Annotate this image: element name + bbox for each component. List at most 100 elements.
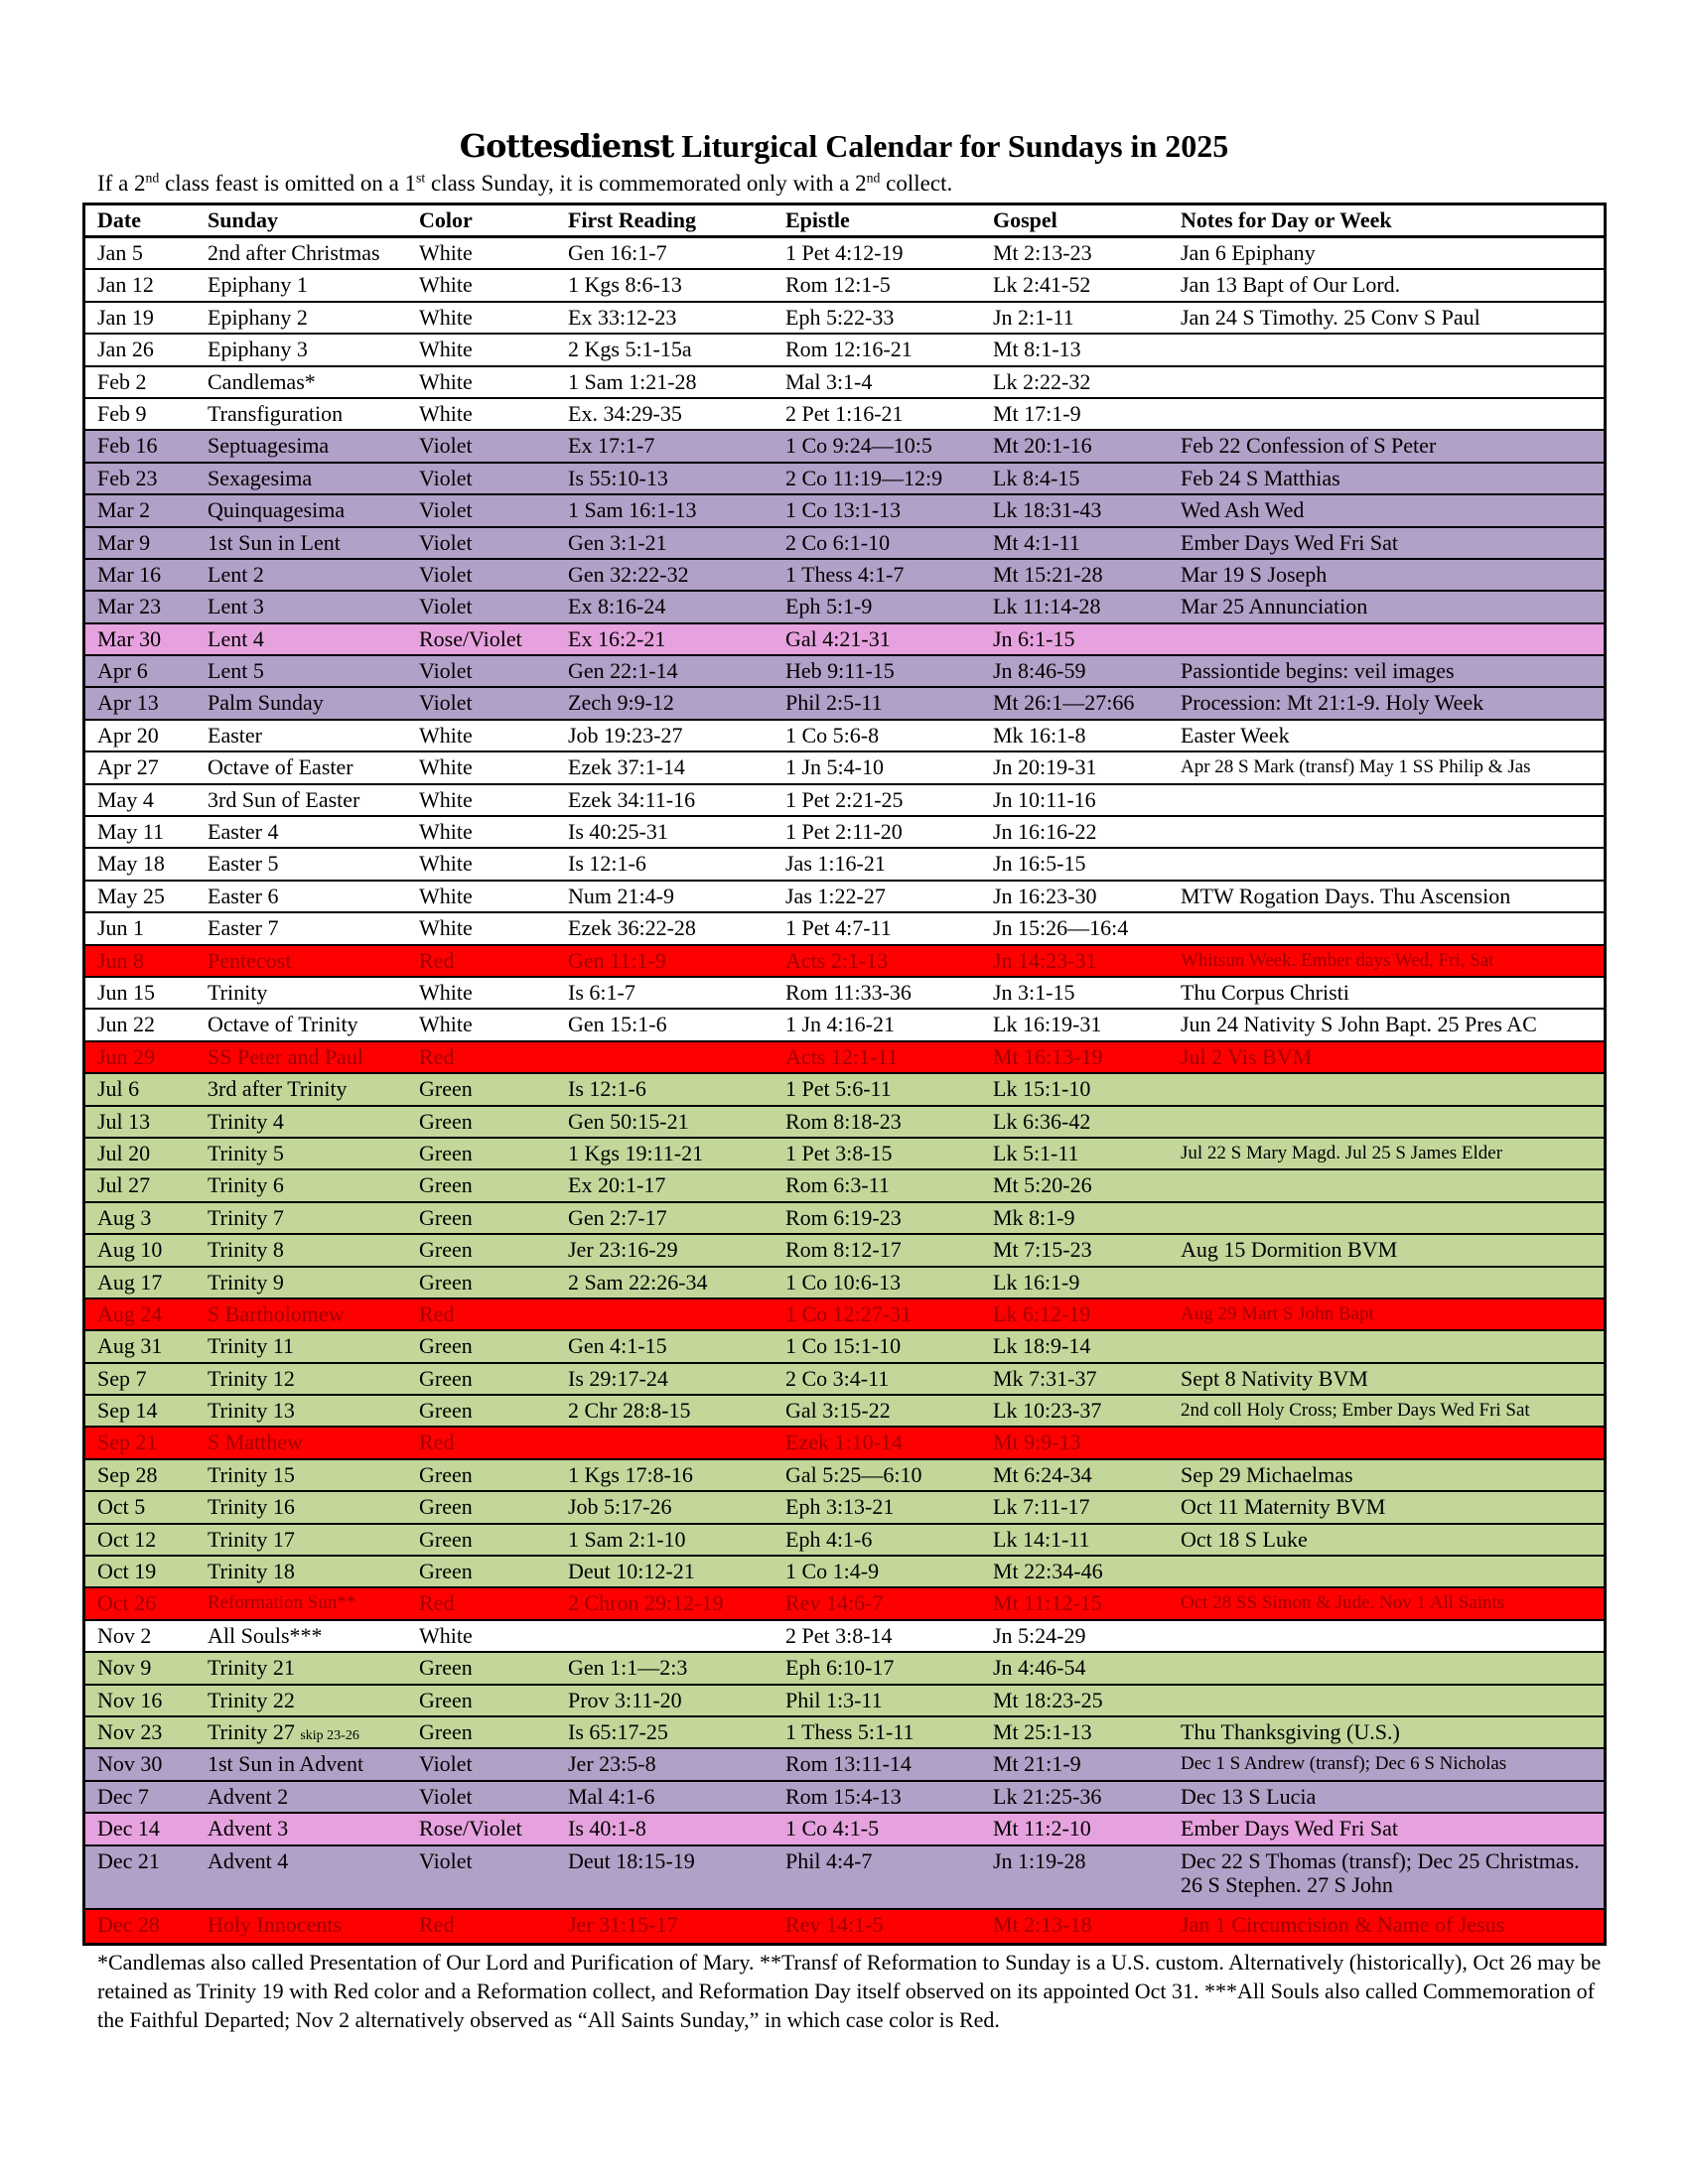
cell-first-reading: Ex 17:1-7 (568, 434, 654, 458)
cell-notes: Sept 8 Nativity BVM (1181, 1366, 1603, 1391)
cell-text: Deut 10:12-21 (568, 1559, 695, 1584)
cell-color: White (419, 723, 473, 748)
cell-text: Trinity 8 (208, 1237, 284, 1263)
cell-epistle: Rom 12:1-5 (785, 273, 891, 297)
cell-first-reading: Gen 2:7-17 (568, 1205, 667, 1230)
cell-text: Lk 6:12-19 (993, 1300, 1091, 1326)
cell-text: Green (419, 1494, 473, 1520)
cell-gospel: Lk 21:25-36 (993, 1784, 1101, 1809)
cell-notes: Jan 13 Bapt of Our Lord. (1181, 273, 1603, 297)
cell-text: Ex 33:12-23 (568, 304, 677, 330)
cell-text: 1 Sam 1:21-28 (568, 368, 697, 394)
cell-color: Violet (419, 434, 473, 458)
table-row: May 11 Easter 4 White Is 40:25-31 1 Pet 2:11… (85, 817, 1604, 850)
cell-text: Green (419, 1559, 473, 1584)
cell-text: Sep 7 (97, 1365, 147, 1391)
cell-first-reading: Deut 18:15-19 (568, 1848, 695, 1873)
cell-date: Jan 12 (97, 273, 154, 297)
cell-text: Green (419, 1526, 473, 1552)
table-row: Oct 26 Reformation Sun** Red 2 Chron 29:12-… (85, 1588, 1604, 1621)
cell-notes: Sep 29 Michaelmas (1181, 1462, 1603, 1487)
cell-text: Feb 23 (97, 465, 158, 490)
cell-text: 2 Co 11:19—12:9 (785, 465, 943, 490)
cell-notes: Thu Thanksgiving (U.S.) (1181, 1719, 1603, 1744)
cell-sunday: Trinity 12 (208, 1366, 295, 1391)
cell-notes: Wed Ash Wed (1181, 498, 1603, 522)
table-row: Feb 16 Septuagesima Violet Ex 17:1-7 1 Co 9:… (85, 431, 1604, 464)
cell-text: 1 Jn 4:16-21 (785, 1012, 895, 1037)
cell-first-reading: Gen 15:1-6 (568, 1013, 667, 1036)
cell-text: Trinity 17 (208, 1526, 295, 1552)
table-row: Dec 14 Advent 3 Rose/Violet Is 40:1-8 1 Co 4… (85, 1814, 1604, 1846)
cell-text: Trinity 6 (208, 1172, 284, 1198)
cell-first-reading: Gen 4:1-15 (568, 1334, 667, 1358)
cell-text: Is 40:1-8 (568, 1816, 646, 1842)
page-title: Gottesdienst Liturgical Calendar for Sun… (0, 127, 1688, 165)
cell-epistle: Eph 4:1-6 (785, 1527, 872, 1552)
cell-date: Aug 24 (97, 1301, 162, 1326)
cell-sunday: Octave of Easter (208, 755, 353, 779)
cell-text: Aug 15 Dormition BVM (1181, 1237, 1398, 1263)
cell-first-reading: Is 40:25-31 (568, 820, 668, 844)
cell-text: Mt 11:12-15 (993, 1590, 1102, 1616)
cell-text: Mt 2:13-23 (993, 240, 1092, 265)
cell-text: Lk 18:31-43 (993, 497, 1102, 523)
cell-notes: Oct 28 SS Simon & Jude. Nov 1 All Saints (1181, 1591, 1603, 1615)
cell-text: Phil 1:3-11 (785, 1687, 883, 1712)
cell-gospel: Mt 6:24-34 (993, 1462, 1092, 1487)
cell-notes: Apr 28 S Mark (transf) May 1 SS Philip &… (1181, 755, 1603, 779)
table-row: Oct 12 Trinity 17 Green 1 Sam 2:1-10 Eph 4:1… (85, 1524, 1604, 1558)
cell-epistle: 2 Co 3:4-11 (785, 1366, 889, 1391)
cell-color: Red (419, 1431, 454, 1454)
cell-text: Aug 31 (97, 1333, 163, 1359)
cell-first-reading: Gen 50:15-21 (568, 1109, 689, 1134)
cell-text: Mar 25 Annunciation (1181, 594, 1368, 619)
cell-text: 2 Pet 1:16-21 (785, 400, 904, 426)
cell-epistle: Heb 9:11-15 (785, 659, 895, 683)
cell-text: Jer 23:16-29 (568, 1237, 678, 1263)
cell-text: 3rd Sun of Easter (208, 786, 360, 812)
table-row: Mar 9 1st Sun in Lent Violet Gen 3:1-21 2 Co… (85, 527, 1604, 560)
cell-text: Jer 31:15-17 (568, 1912, 678, 1938)
cell-text: Pentecost (208, 947, 292, 973)
cell-epistle: 1 Co 5:6-8 (785, 723, 879, 748)
table-row: Feb 23 Sexagesima Violet Is 55:10-13 2 Co 11… (85, 463, 1604, 496)
cell-notes: Dec 13 S Lucia (1181, 1784, 1603, 1809)
cell-sunday: Advent 4 (208, 1848, 288, 1873)
cell-first-reading: Zech 9:9-12 (568, 691, 674, 715)
cell-text: Jun 22 (97, 1012, 156, 1037)
cell-text: Oct 11 Maternity BVM (1181, 1494, 1386, 1520)
cell-text: Sep 14 (97, 1398, 158, 1424)
cell-text: 1 Sam 16:1-13 (568, 497, 697, 523)
cell-text: Thu Corpus Christi (1181, 979, 1349, 1005)
cell-gospel: Mt 11:12-15 (993, 1591, 1102, 1615)
cell-sunday: Reformation Sun** (208, 1591, 355, 1615)
cell-text: Apr 13 (97, 690, 159, 716)
cell-epistle: 1 Pet 4:12-19 (785, 241, 904, 265)
cell-text: Lk 10:23-37 (993, 1398, 1102, 1424)
cell-epistle: Phil 4:4-7 (785, 1848, 872, 1873)
cell-text: 1 Pet 5:6-11 (785, 1076, 892, 1102)
cell-text: White (419, 786, 473, 812)
cell-notes: Passiontide begins: veil images (1181, 659, 1603, 683)
cell-text: Jn 8:46-59 (993, 658, 1086, 684)
cell-gospel: Mt 21:1-9 (993, 1752, 1081, 1776)
cell-epistle: Rev 14:1-5 (785, 1913, 883, 1937)
cell-text: Mk 16:1-8 (993, 722, 1086, 748)
cell-date: Jul 6 (97, 1077, 139, 1101)
cell-text: 1 Kgs 17:8-16 (568, 1461, 693, 1487)
cell-text: Octave of Trinity (208, 1012, 358, 1037)
column-header-epistle: Epistle (785, 207, 850, 232)
cell-text: 1 Pet 2:11-20 (785, 819, 903, 845)
cell-text: Red (419, 1430, 455, 1455)
cell-color: Green (419, 1077, 473, 1101)
table-row: Jun 22 Octave of Trinity White Gen 15:1-6 1 … (85, 1010, 1604, 1042)
cell-color: White (419, 338, 473, 361)
cell-text: Green (419, 1108, 473, 1134)
cell-text: Mt 20:1-16 (993, 433, 1092, 459)
cell-text: Violet (419, 1847, 473, 1873)
cell-sunday: Pentecost (208, 947, 292, 973)
table-row: Jun 1 Easter 7 White Ezek 36:22-28 1 Pet 4:7… (85, 913, 1604, 946)
cell-first-reading: 1 Kgs 19:11-21 (568, 1141, 703, 1165)
cell-color: White (419, 1623, 473, 1648)
